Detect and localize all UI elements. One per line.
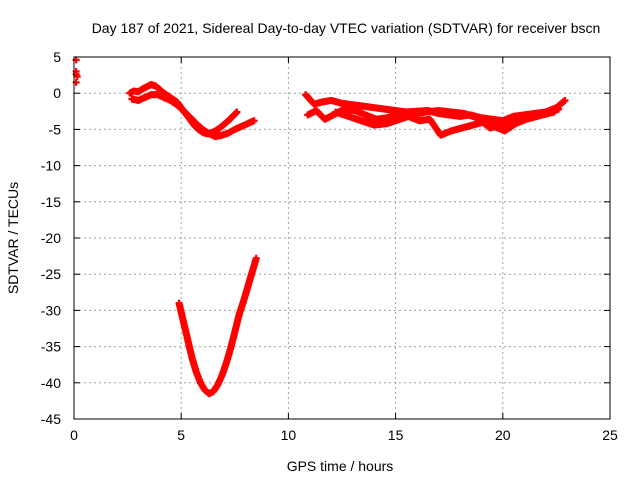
y-tick-label: -20 <box>41 230 61 246</box>
y-tick-label: -15 <box>41 194 61 210</box>
y-tick-label: -5 <box>49 121 62 137</box>
y-tick-label: -25 <box>41 266 61 282</box>
data-point <box>550 108 558 116</box>
y-tick-label: 5 <box>53 49 61 65</box>
x-tick-label: 25 <box>602 427 618 443</box>
data-point <box>561 96 569 104</box>
x-tick-label: 0 <box>70 427 78 443</box>
y-tick-label: -30 <box>41 302 61 318</box>
y-tick-label: 0 <box>53 85 61 101</box>
x-tick-label: 20 <box>495 427 511 443</box>
chart-title: Day 187 of 2021, Sidereal Day-to-day VTE… <box>92 20 601 36</box>
x-tick-label: 15 <box>388 427 404 443</box>
axis-ticks: 0 5 10 15 20 25 5 0 -5 -10 -15 -20 -25 -30 -35 -40 -45 <box>41 49 618 443</box>
data-point <box>250 117 258 125</box>
data-point <box>233 108 241 116</box>
y-axis-label: SDTVAR / TECUs <box>5 182 21 294</box>
x-tick-label: 10 <box>281 427 297 443</box>
x-tick-label: 5 <box>177 427 185 443</box>
y-tick-label: -35 <box>41 339 61 355</box>
x-axis-label: GPS time / hours <box>287 458 394 474</box>
data-point <box>555 105 563 113</box>
plot-frame <box>73 56 611 420</box>
data-point <box>252 254 260 262</box>
y-tick-label: -45 <box>41 411 61 427</box>
y-tick-label: -40 <box>41 375 61 391</box>
y-tick-label: -10 <box>41 158 61 174</box>
data-points <box>72 56 569 398</box>
